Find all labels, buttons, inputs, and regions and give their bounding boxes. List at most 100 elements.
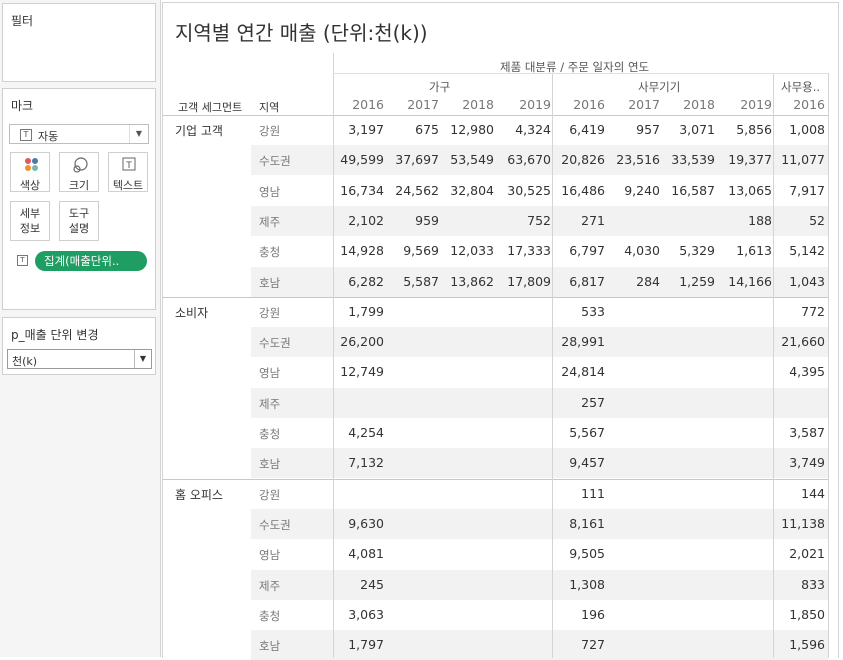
- region-label[interactable]: 수도권: [259, 154, 291, 168]
- table-cell[interactable]: 2,102: [348, 213, 384, 228]
- category-header-office-supplies[interactable]: 사무용..: [781, 80, 821, 94]
- size-button[interactable]: 크기: [59, 152, 99, 192]
- column-field-header[interactable]: 제품 대분류 / 주문 일자의 연도: [500, 60, 650, 74]
- region-label[interactable]: 제주: [259, 215, 281, 229]
- table-cell[interactable]: 20,826: [561, 152, 605, 167]
- table-cell[interactable]: 11,077: [781, 152, 825, 167]
- region-label[interactable]: 강원: [259, 124, 281, 138]
- table-cell[interactable]: 2,021: [789, 546, 825, 561]
- category-header-office-machines[interactable]: 사무기기: [638, 80, 681, 94]
- table-cell[interactable]: 16,587: [671, 183, 715, 198]
- year-header[interactable]: 2017: [407, 97, 439, 112]
- detail-button[interactable]: 세부 정보: [10, 201, 50, 241]
- table-cell[interactable]: 1,259: [679, 274, 715, 289]
- region-label[interactable]: 제주: [259, 579, 281, 593]
- table-cell[interactable]: 9,569: [403, 243, 439, 258]
- table-cell[interactable]: 833: [801, 577, 825, 592]
- table-cell[interactable]: 19,377: [728, 152, 772, 167]
- table-cell[interactable]: 26,200: [340, 334, 384, 349]
- region-label[interactable]: 호남: [259, 276, 281, 290]
- year-header[interactable]: 2019: [519, 97, 551, 112]
- table-cell[interactable]: 6,817: [569, 274, 605, 289]
- segment-label[interactable]: 기업 고객: [175, 124, 223, 138]
- measure-pill[interactable]: 집계(매출단위..: [35, 251, 147, 271]
- table-cell[interactable]: 24,814: [561, 364, 605, 379]
- table-cell[interactable]: 959: [415, 213, 439, 228]
- table-cell[interactable]: 32,804: [450, 183, 494, 198]
- table-cell[interactable]: 271: [581, 213, 605, 228]
- year-header[interactable]: 2017: [628, 97, 660, 112]
- table-cell[interactable]: 7,917: [789, 183, 825, 198]
- table-cell[interactable]: 12,980: [450, 122, 494, 137]
- table-cell[interactable]: 9,505: [569, 546, 605, 561]
- table-cell[interactable]: 13,065: [728, 183, 772, 198]
- table-cell[interactable]: 3,587: [789, 425, 825, 440]
- segment-label[interactable]: 소비자: [175, 306, 209, 320]
- table-cell[interactable]: 24,562: [395, 183, 439, 198]
- table-cell[interactable]: 3,071: [679, 122, 715, 137]
- table-cell[interactable]: 9,457: [569, 455, 605, 470]
- table-cell[interactable]: 30,525: [507, 183, 551, 198]
- table-cell[interactable]: 28,991: [561, 334, 605, 349]
- table-cell[interactable]: 17,809: [507, 274, 551, 289]
- table-cell[interactable]: 1,799: [348, 304, 384, 319]
- chevron-down-icon[interactable]: ▼: [129, 125, 148, 143]
- region-label[interactable]: 제주: [259, 397, 281, 411]
- table-cell[interactable]: 1,596: [789, 637, 825, 652]
- region-label[interactable]: 영남: [259, 548, 281, 562]
- year-header[interactable]: 2016: [793, 97, 825, 112]
- table-cell[interactable]: 53,549: [450, 152, 494, 167]
- chevron-down-icon[interactable]: ▼: [134, 350, 151, 368]
- year-header[interactable]: 2016: [573, 97, 605, 112]
- table-cell[interactable]: 772: [801, 304, 825, 319]
- color-button[interactable]: 색상: [10, 152, 50, 192]
- region-label[interactable]: 수도권: [259, 336, 291, 350]
- region-label[interactable]: 수도권: [259, 518, 291, 532]
- region-label[interactable]: 충청: [259, 427, 281, 441]
- table-cell[interactable]: 3,749: [789, 455, 825, 470]
- table-cell[interactable]: 5,856: [736, 122, 772, 137]
- table-cell[interactable]: 63,670: [507, 152, 551, 167]
- table-cell[interactable]: 16,486: [561, 183, 605, 198]
- table-cell[interactable]: 16,734: [340, 183, 384, 198]
- region-label[interactable]: 호남: [259, 639, 281, 653]
- table-cell[interactable]: 7,132: [348, 455, 384, 470]
- table-cell[interactable]: 13,862: [450, 274, 494, 289]
- table-cell[interactable]: 8,161: [569, 516, 605, 531]
- table-cell[interactable]: 1,797: [348, 637, 384, 652]
- table-cell[interactable]: 284: [636, 274, 660, 289]
- table-cell[interactable]: 188: [748, 213, 772, 228]
- table-cell[interactable]: 4,254: [348, 425, 384, 440]
- table-cell[interactable]: 4,395: [789, 364, 825, 379]
- table-cell[interactable]: 533: [581, 304, 605, 319]
- segment-label[interactable]: 홈 오피스: [175, 488, 223, 502]
- table-cell[interactable]: 12,033: [450, 243, 494, 258]
- table-cell[interactable]: 1,850: [789, 607, 825, 622]
- table-cell[interactable]: 752: [527, 213, 551, 228]
- table-cell[interactable]: 9,240: [624, 183, 660, 198]
- year-header[interactable]: 2019: [740, 97, 772, 112]
- table-cell[interactable]: 23,516: [616, 152, 660, 167]
- table-cell[interactable]: 14,928: [340, 243, 384, 258]
- table-cell[interactable]: 6,797: [569, 243, 605, 258]
- table-cell[interactable]: 257: [581, 395, 605, 410]
- region-label[interactable]: 영남: [259, 366, 281, 380]
- table-cell[interactable]: 675: [415, 122, 439, 137]
- table-cell[interactable]: 5,329: [679, 243, 715, 258]
- table-cell[interactable]: 4,324: [515, 122, 551, 137]
- mark-type-dropdown[interactable]: T 자동 ▼: [9, 124, 149, 144]
- table-cell[interactable]: 6,419: [569, 122, 605, 137]
- table-cell[interactable]: 727: [581, 637, 605, 652]
- table-cell[interactable]: 37,697: [395, 152, 439, 167]
- table-cell[interactable]: 111: [581, 486, 605, 501]
- parameter-dropdown[interactable]: 천(k) ▼: [7, 349, 152, 369]
- table-cell[interactable]: 196: [581, 607, 605, 622]
- table-cell[interactable]: 1,043: [789, 274, 825, 289]
- table-cell[interactable]: 9,630: [348, 516, 384, 531]
- table-cell[interactable]: 3,063: [348, 607, 384, 622]
- tooltip-button[interactable]: 도구 설명: [59, 201, 99, 241]
- table-cell[interactable]: 5,567: [569, 425, 605, 440]
- region-label[interactable]: 충청: [259, 245, 281, 259]
- table-cell[interactable]: 144: [801, 486, 825, 501]
- table-cell[interactable]: 1,008: [789, 122, 825, 137]
